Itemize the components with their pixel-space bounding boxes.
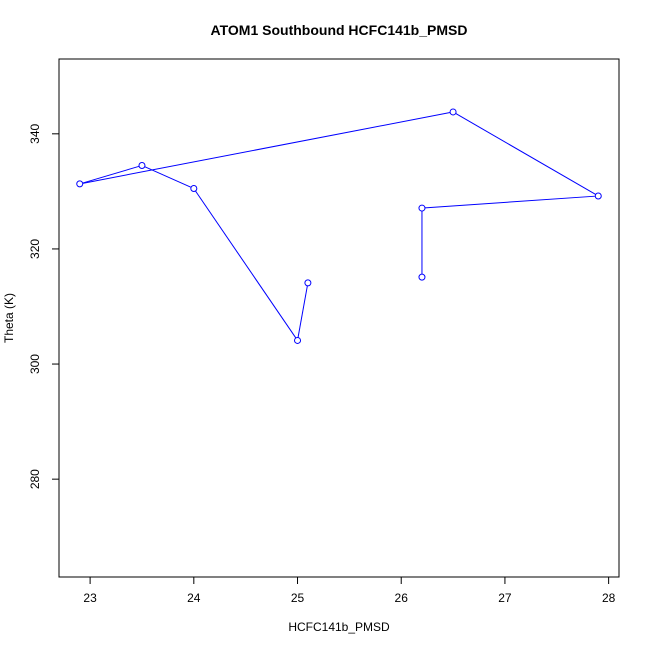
x-tick-label: 24 [187,591,201,605]
series-segment [455,113,596,195]
series-segment [297,285,308,338]
y-axis: 280 300 320 340 [28,123,60,489]
series-segment [195,190,297,339]
data-point [449,108,457,116]
y-tick-label: 340 [28,123,42,143]
data-point [594,192,602,200]
x-tick-label: 26 [395,591,409,605]
y-tick-label: 300 [28,354,42,374]
y-tick-label: 280 [28,469,42,489]
data-point [138,161,146,169]
data-point [418,204,426,212]
chart-title: ATOM1 Southbound HCFC141b_PMSD [211,22,468,38]
x-tick-label: 25 [291,591,305,605]
series-segment [82,165,140,184]
x-tick-label: 27 [498,591,512,605]
y-axis-label: Theta (K) [2,293,16,343]
data-point [190,185,198,192]
x-tick-label: 28 [602,591,616,605]
data-point [76,180,84,188]
data-point [294,336,302,344]
data-point [304,279,312,287]
data-point [418,273,426,281]
series-segment [424,195,596,209]
x-tick-label: 23 [83,591,97,605]
series-layer [76,108,602,344]
series-segment [82,112,451,184]
x-axis: 23 24 25 26 27 28 [83,576,616,605]
y-tick-label: 320 [28,239,42,259]
x-axis-label: HCFC141b_PMSD [288,620,390,634]
